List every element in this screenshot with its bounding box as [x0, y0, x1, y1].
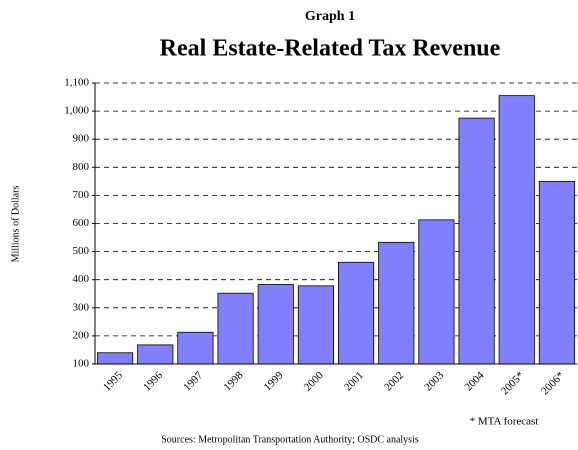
x-tick-label: 1998: [221, 369, 245, 393]
bar: [177, 331, 214, 365]
bar: [418, 219, 455, 365]
y-tick-label: 400: [73, 273, 90, 285]
bar: [458, 117, 495, 365]
annotation: * MTA forecast: [470, 416, 539, 428]
y-tick-label: 200: [73, 329, 90, 341]
y-tick-label: 500: [73, 245, 90, 257]
x-tick-label: 1995: [101, 369, 125, 393]
y-tick-label: 700: [73, 189, 90, 201]
y-tick-label: 1,000: [64, 105, 89, 117]
x-tick-label: 2001: [342, 369, 366, 393]
bar: [257, 284, 294, 365]
x-tick-label: 2002: [382, 369, 406, 393]
y-tick-label: 600: [73, 217, 90, 229]
x-tick-label: 1996: [141, 369, 165, 393]
x-tick-label: 1999: [262, 369, 286, 393]
bar: [217, 292, 254, 365]
chart-title: Real Estate-Related Tax Revenue: [160, 36, 501, 62]
chart-subtitle: Graph 1: [305, 9, 355, 24]
x-tick-label: 2005*: [499, 369, 527, 397]
bar: [338, 261, 375, 365]
bar: [378, 241, 415, 365]
bar: [297, 285, 334, 365]
source-note: Sources: Metropolitan Transportation Aut…: [161, 434, 419, 445]
x-tick-label: 2004: [462, 369, 486, 393]
bar: [97, 352, 134, 365]
y-tick-label: 100: [73, 358, 90, 370]
y-axis-label: Millions of Dollars: [10, 186, 21, 263]
x-tick-label: 1997: [181, 369, 205, 393]
x-tick-label: 2006*: [539, 369, 567, 397]
y-tick-label: 300: [73, 301, 90, 313]
bar: [137, 344, 174, 365]
x-tick-label: 2003: [422, 369, 446, 393]
bar: [498, 95, 535, 365]
y-tick-label: 800: [73, 161, 90, 173]
y-tick-label: 900: [73, 133, 90, 145]
x-tick-label: 2000: [302, 369, 326, 393]
y-tick-label: 1,100: [64, 77, 89, 89]
bar: [538, 180, 575, 365]
